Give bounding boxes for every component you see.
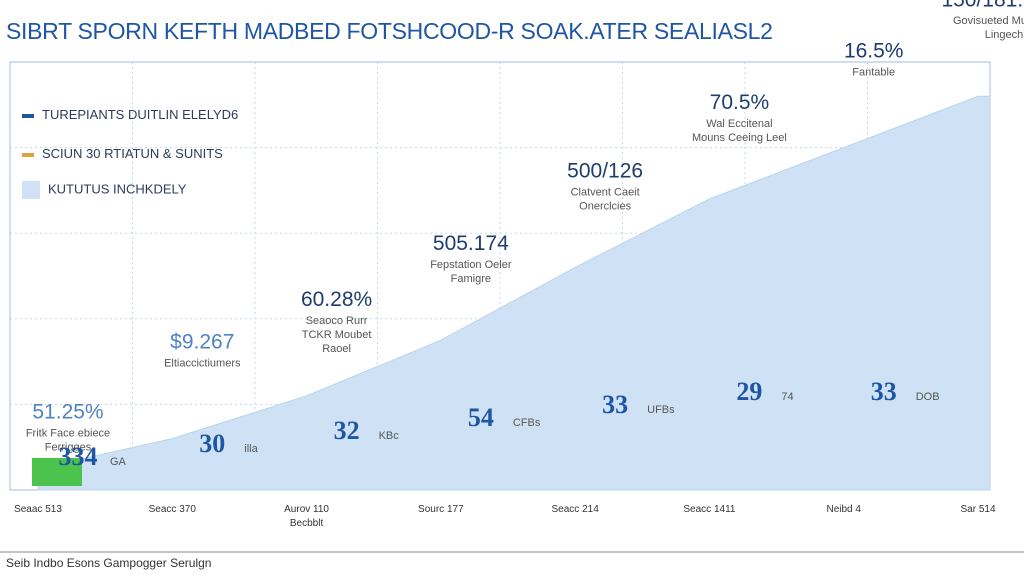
point-label-value: 505.174	[433, 232, 509, 255]
bar-label-value: 29	[736, 377, 762, 406]
bar-label-6: 29 74	[736, 377, 793, 406]
point-label-caption: Govisueted Musement	[953, 15, 1024, 27]
bar-label-suffix: CFBs	[513, 417, 541, 429]
x-tick-label: Sourc 177	[418, 504, 464, 515]
point-label-caption: TCKR Moubet	[302, 329, 372, 341]
bar-label-suffix: 74	[781, 391, 793, 403]
legend-label-3: KUTUTUS INCHKDELY	[48, 181, 187, 197]
point-label-value: $9.267	[170, 331, 234, 354]
point-label-value: 51.25%	[32, 401, 103, 424]
point-label-caption: Wal Eccitenal	[706, 118, 772, 130]
highlight-bar	[32, 458, 82, 486]
point-label-value: 16.5%	[844, 40, 904, 63]
x-tick-label: Neibd 4	[826, 504, 861, 515]
point-label-value: 70.5%	[710, 91, 770, 114]
bar-label-suffix: UFBs	[647, 404, 675, 416]
point-label-caption: Famigre	[451, 273, 491, 285]
point-label-value: 60.28%	[301, 288, 372, 311]
legend-item-2: SCIUN 30 RTIATUN & SUNITS	[22, 146, 223, 161]
point-label-caption: Mouns Ceeing Leel	[692, 132, 787, 144]
point-label-caption: Lingechic	[985, 29, 1024, 41]
point-label-value: 150/181.346G	[941, 0, 1024, 11]
x-tick-label: Seacc 370	[149, 504, 197, 515]
bar-label-7: 33 DOB	[871, 377, 940, 406]
point-label-caption: Onerclcies	[579, 200, 631, 212]
point-label-4: 505.174 Fepstation Oeler Famigre	[430, 232, 512, 285]
bar-label-value: 334	[59, 442, 98, 471]
source-note: Seib Indbo Esons Gampogger Serulgn	[6, 556, 212, 570]
bar-label-value: 33	[871, 377, 897, 406]
x-tick-label: Sar 514	[960, 504, 995, 515]
bar-label-suffix: GA	[110, 456, 127, 468]
point-label-5: 500/126 Clatvent Caeit Onerclcies	[567, 159, 643, 212]
legend-label-1: TUREPIANTS DUITLIN ELELYD6	[42, 107, 239, 122]
legend-label-2: SCIUN 30 RTIATUN & SUNITS	[42, 146, 223, 161]
bar-label-1: 334 GA	[59, 442, 127, 471]
point-label-caption: Eltiaccictiumers	[164, 358, 241, 370]
bar-label-suffix: KBc	[379, 430, 400, 442]
chart-title: SIBRT SPORN KEFTH MADBED FOTSHCOOD-R SOA…	[6, 18, 773, 44]
bar-label-value: 30	[199, 429, 225, 458]
legend-swatch-orange	[22, 152, 34, 157]
bar-label-suffix: DOB	[916, 391, 940, 403]
bar-label-value: 33	[602, 390, 628, 419]
point-label-caption: Fantable	[852, 67, 895, 79]
bar-label-5: 33 UFBs	[602, 390, 675, 419]
x-tick-sublabel: Becbblt	[290, 518, 324, 529]
x-tick-label: Seacc 214	[552, 504, 600, 515]
point-label-6: 70.5% Wal Eccitenal Mouns Ceeing Leel	[692, 91, 787, 144]
point-label-7: 16.5% Fantable	[844, 40, 904, 79]
point-label-caption: Ferrigges	[45, 442, 92, 454]
point-label-caption: Clatvent Caeit	[571, 186, 640, 198]
bar-label-4: 54 CFBs	[468, 403, 541, 432]
legend-swatch-blue	[22, 113, 34, 118]
x-tick-label: Seaac 513	[14, 504, 62, 515]
point-label-2: $9.267 Eltiaccictiumers	[164, 331, 241, 370]
x-tick-label: Aurov 110	[284, 504, 329, 515]
point-label-caption: Fritk Face ebiece	[26, 428, 110, 440]
bar-label-value: 32	[334, 416, 360, 445]
legend-item-3: KUTUTUS INCHKDELY	[22, 181, 186, 199]
bar-label-2: 30 illa	[199, 429, 258, 458]
bar-label-suffix: illa	[244, 443, 258, 455]
point-label-1: 51.25% Fritk Face ebiece Ferrigges	[26, 401, 110, 454]
bar-label-3: 32 KBc	[334, 416, 400, 445]
area-series	[37, 95, 991, 491]
point-label-caption: Fepstation Oeler	[430, 259, 512, 271]
legend-swatch-lightblue	[22, 181, 40, 199]
point-label-caption: Raoel	[322, 343, 351, 355]
point-label-caption: Seaoco Rurr	[306, 315, 368, 327]
point-label-8: 150/181.346G Govisueted Musement Lingechic	[941, 0, 1024, 41]
point-label-value: 500/126	[567, 159, 643, 182]
point-label-3: 60.28% Seaoco Rurr TCKR Moubet Raoel	[301, 288, 372, 355]
x-tick-label: Seacc 1411	[683, 504, 736, 515]
bar-label-value: 54	[468, 403, 494, 432]
legend-item-1: TUREPIANTS DUITLIN ELELYD6	[22, 107, 238, 122]
